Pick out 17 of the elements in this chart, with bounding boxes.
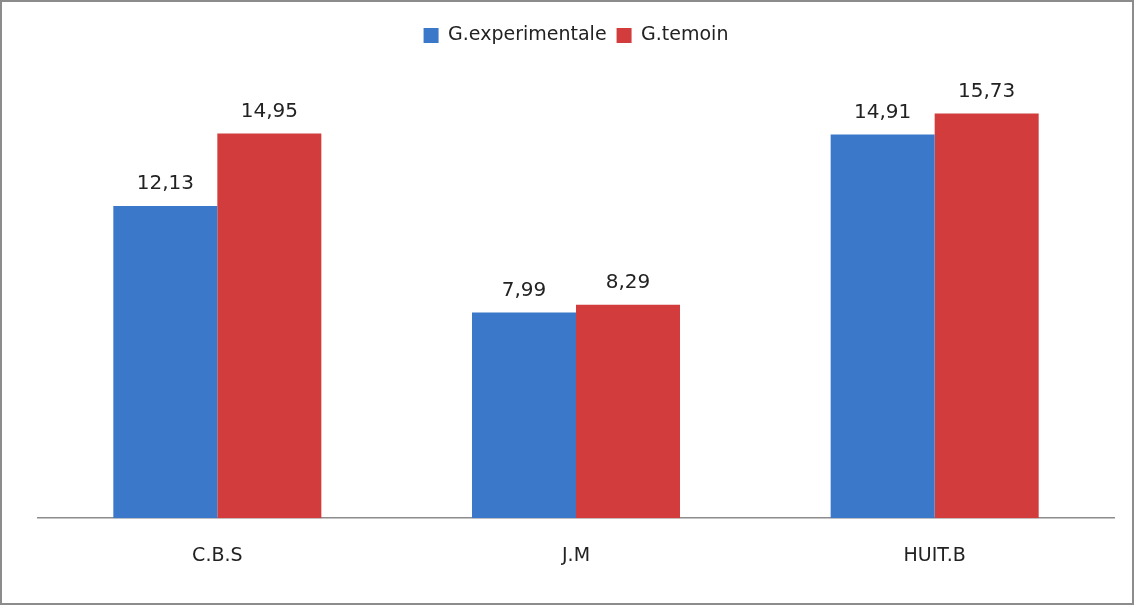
data-label: 14,91 — [854, 98, 912, 123]
data-label: 15,73 — [958, 77, 1016, 102]
data-label: 8,29 — [605, 269, 651, 294]
bar — [217, 133, 322, 519]
data-label: 7,99 — [501, 276, 547, 301]
bar — [576, 304, 681, 519]
x-tick-label: HUIT.B — [903, 542, 966, 565]
x-tick-label: J.M — [560, 542, 591, 565]
data-label: 14,95 — [240, 97, 298, 122]
bar — [471, 312, 576, 519]
bar — [830, 134, 935, 519]
x-tick-label: C.B.S — [192, 542, 243, 565]
bar — [934, 113, 1039, 519]
legend-label: G.experimentale — [448, 22, 607, 45]
legend-label: G.temoin — [641, 22, 729, 45]
bar — [113, 206, 218, 519]
data-label: 12,13 — [136, 170, 194, 195]
